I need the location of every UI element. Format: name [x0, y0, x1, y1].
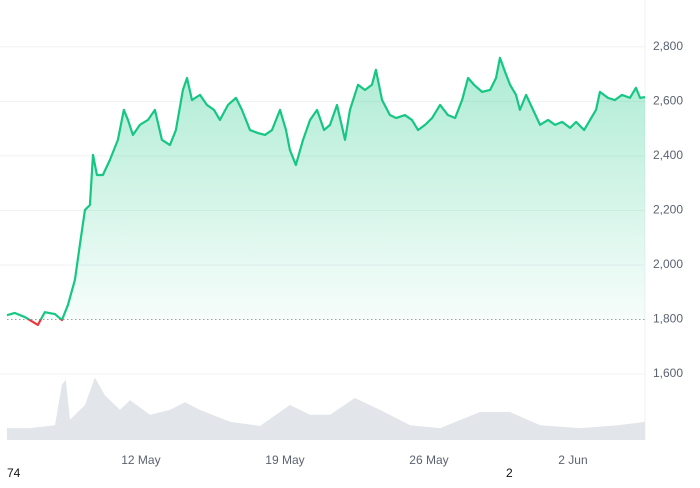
y-tick-label: 2,600: [653, 94, 683, 108]
y-tick-label: 2,800: [653, 39, 683, 53]
y-tick-label: 2,000: [653, 257, 683, 271]
price-line: [6, 56, 646, 327]
stray-text: 2: [506, 466, 513, 480]
x-tick-label: 26 May: [409, 453, 448, 467]
price-area: [6, 57, 645, 325]
y-tick-label: 2,200: [653, 203, 683, 217]
volume-area: [6, 377, 645, 440]
x-tick-label: 12 May: [121, 453, 160, 467]
y-tick-label: 2,400: [653, 148, 683, 162]
x-tick-label: 19 May: [265, 453, 304, 467]
stray-text: 74: [7, 466, 21, 480]
y-tick-label: 1,800: [653, 312, 683, 326]
y-tick-label: 1,600: [653, 366, 683, 380]
x-tick-label: 2 Jun: [558, 453, 587, 467]
